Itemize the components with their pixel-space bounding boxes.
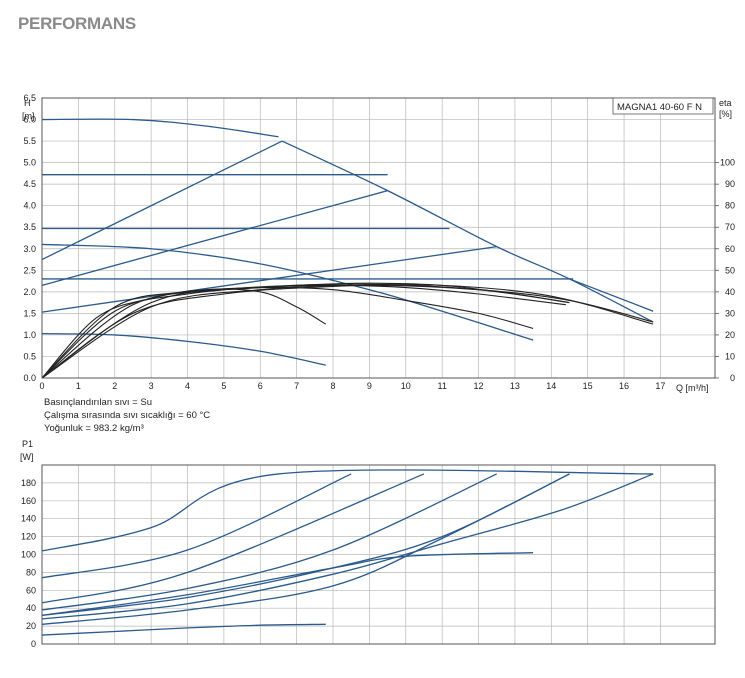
eta-y-label: eta (719, 98, 732, 108)
y-tick-label: 2.0 (23, 287, 36, 297)
y2-tick-label: 40 (725, 287, 735, 297)
power-y-label: P1 (22, 439, 33, 449)
x-tick-label: 10 (401, 381, 411, 391)
y-tick-label: 40 (26, 603, 36, 613)
y2-tick-label: 60 (725, 244, 735, 254)
head-curve-1 (281, 140, 654, 323)
head-chart-series (41, 118, 654, 379)
y-tick-label: 160 (21, 496, 36, 506)
y2-tick-label: 100 (720, 158, 735, 168)
note-liquid: Basınçlandırılan sıvı = Su (44, 397, 152, 408)
power-curve-8 (41, 623, 326, 636)
eta-y-unit: [%] (719, 109, 732, 119)
y2-tick-label: 80 (725, 201, 735, 211)
head-curve-3 (41, 189, 388, 287)
flow-x-label: Q [m³/h] (676, 383, 709, 393)
power-curve-0 (41, 469, 654, 552)
head-curve-0 (41, 118, 279, 138)
y-tick-label: 100 (21, 550, 36, 560)
x-tick-label: 0 (39, 381, 44, 391)
y2-tick-label: 20 (725, 330, 735, 340)
y-tick-label: 20 (26, 621, 36, 631)
head-curve-10 (569, 278, 654, 312)
y-tick-label: 80 (26, 567, 36, 577)
head-curve-2 (41, 140, 283, 261)
x-tick-label: 11 (437, 381, 446, 391)
x-tick-label: 4 (185, 381, 190, 391)
head-chart-ticks: 0 1 2 3 4 5 6 7 8 9 10 11 12 13 14 15 16 170.00.51.01.52.… (23, 93, 735, 391)
page-title: PERFORMANS (18, 14, 136, 33)
x-tick-label: 14 (546, 381, 556, 391)
note-density: Yoğunluk = 983.2 kg/m³ (44, 423, 144, 434)
x-tick-label: 9 (367, 381, 372, 391)
x-tick-label: 8 (331, 381, 336, 391)
y-tick-label: 120 (21, 532, 36, 542)
power-curve-2 (41, 473, 425, 604)
y-tick-label: 180 (21, 478, 36, 488)
power-curve-6 (41, 473, 570, 625)
power-curve-1 (41, 473, 352, 579)
y-tick-label: 4.5 (23, 179, 36, 189)
y2-tick-label: 50 (725, 265, 735, 275)
y-tick-label: 0.5 (23, 351, 36, 361)
head-chart-grid (41, 97, 715, 379)
note-temperature: Çalışma sırasında sıvı sıcaklığı = 60 °C (44, 410, 210, 421)
x-tick-label: 2 (112, 381, 117, 391)
x-tick-label: 3 (149, 381, 154, 391)
x-tick-label: 7 (294, 381, 299, 391)
eta-curve-15 (41, 283, 570, 379)
y-tick-label: 0.0 (23, 373, 36, 383)
y-tick-label: 5.5 (23, 136, 36, 146)
head-y-unit: [m] (22, 111, 35, 121)
x-tick-label: 6 (258, 381, 263, 391)
power-chart-ticks: 0 20 40 60 80 100 120 140 160 180 (21, 478, 36, 649)
x-tick-label: 1 (76, 381, 81, 391)
y-tick-label: 0 (31, 639, 36, 649)
head-curve-9 (41, 332, 326, 366)
power-y-unit: [W] (20, 452, 34, 462)
y-tick-label: 1.5 (23, 308, 36, 318)
x-tick-label: 15 (583, 381, 593, 391)
power-curve-3 (41, 473, 498, 611)
y-tick-label: 3.5 (23, 222, 36, 232)
head-curve-8 (41, 243, 534, 341)
y-tick-label: 60 (26, 585, 36, 595)
x-tick-label: 16 (619, 381, 629, 391)
x-tick-label: 17 (655, 381, 665, 391)
x-tick-label: 5 (221, 381, 226, 391)
eta-curve-17 (41, 284, 654, 379)
y2-tick-label: 0 (730, 373, 735, 383)
y2-tick-label: 10 (725, 351, 735, 361)
power-curve-4 (41, 473, 570, 617)
y2-tick-label: 30 (725, 308, 735, 318)
model-label-box (612, 97, 714, 115)
y-tick-label: 4.0 (23, 201, 36, 211)
y-tick-label: 3.0 (23, 244, 36, 254)
y2-tick-label: 90 (725, 179, 735, 189)
power-curve-7 (41, 552, 534, 617)
head-y-label: H (24, 98, 31, 108)
y-tick-label: 1.0 (23, 330, 36, 340)
power-chart-frame (41, 464, 716, 645)
power-chart-grid (41, 465, 715, 645)
y-tick-label: 140 (21, 514, 36, 524)
model-label: MAGNA1 40-60 F N (617, 102, 702, 113)
head-chart-frame (41, 97, 716, 379)
x-tick-label: 12 (474, 381, 484, 391)
eta-curve-14 (41, 282, 570, 379)
y-tick-label: 2.5 (23, 265, 36, 275)
y-tick-label: 6.0 (23, 115, 36, 125)
y-tick-label: 5.0 (23, 158, 36, 168)
power-chart-series (41, 469, 654, 636)
power-curve-5 (41, 473, 654, 620)
eta-curve-13 (41, 284, 566, 379)
x-tick-label: 13 (510, 381, 520, 391)
y-tick-label: 6.5 (23, 93, 36, 103)
y2-tick-label: 70 (725, 222, 735, 232)
